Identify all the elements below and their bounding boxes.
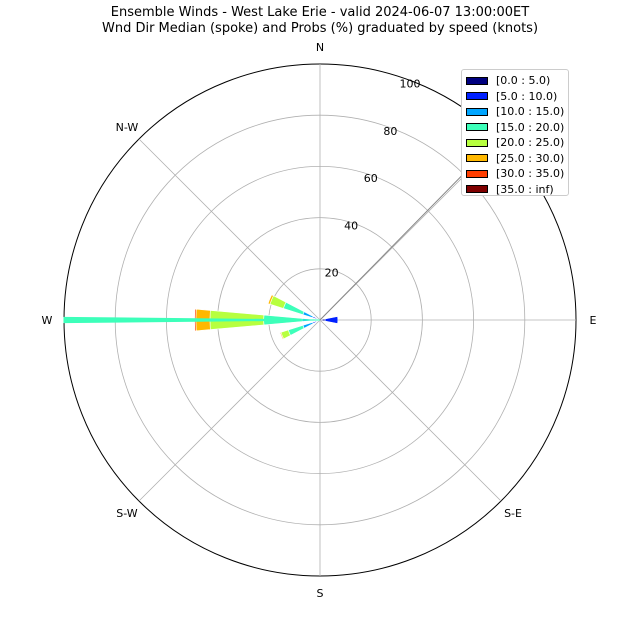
sector-90-bin-1	[324, 316, 339, 324]
legend-label: [25.0 : 30.0)	[496, 151, 565, 165]
direction-label-N-W: N-W	[116, 121, 139, 134]
legend-item: [10.0 : 15.0)	[466, 104, 568, 120]
sector-247.5-bin-6	[279, 332, 284, 340]
chart-title: Ensemble Winds - West Lake Erie - valid …	[0, 5, 640, 37]
direction-label-S-E: S-E	[504, 507, 522, 520]
sector-292.5-bin-2	[302, 311, 314, 319]
legend-item: [35.0 : inf)	[466, 182, 568, 198]
radial-tick-40: 40	[344, 219, 358, 232]
direction-label-E: E	[590, 314, 597, 327]
legend-label: [20.0 : 25.0)	[496, 136, 565, 150]
title-line-2: Wnd Dir Median (spoke) and Probs (%) gra…	[101, 21, 539, 36]
legend-label: [10.0 : 15.0)	[496, 105, 565, 119]
sector-292.5-bin-3	[283, 301, 305, 315]
sector-247.5-bin-3	[287, 325, 305, 336]
direction-label-S: S	[317, 587, 324, 600]
legend-label: [15.0 : 20.0)	[496, 120, 565, 134]
legend-swatch	[466, 107, 488, 116]
radial-tick-100: 100	[399, 77, 420, 90]
legend-swatch	[466, 76, 488, 85]
title-line-1: Ensemble Winds - West Lake Erie - valid …	[110, 5, 530, 20]
legend-swatch	[466, 123, 488, 132]
radial-tick-20: 20	[325, 267, 339, 280]
legend-label: [5.0 : 10.0)	[496, 89, 558, 103]
direction-label-W: W	[42, 314, 53, 327]
legend-item: [0.0 : 5.0)	[466, 73, 568, 89]
legend-item: [15.0 : 20.0)	[466, 120, 568, 136]
legend-label: [30.0 : 35.0)	[496, 167, 565, 181]
legend: [0.0 : 5.0) [5.0 : 10.0) [10.0 : 15.0) [15.…	[461, 69, 569, 196]
legend-item: [5.0 : 10.0)	[466, 89, 568, 105]
radial-tick-60: 60	[364, 172, 378, 185]
legend-item: [30.0 : 35.0)	[466, 166, 568, 182]
direction-label-S-W: S-W	[116, 507, 138, 520]
direction-label-N: N	[316, 41, 324, 54]
sector-292.5-bin-6	[267, 294, 273, 304]
legend-swatch	[466, 169, 488, 178]
sector-247.5-bin-2	[302, 321, 314, 329]
grid-spoke-S-W	[138, 319, 321, 502]
legend-swatch	[466, 92, 488, 101]
legend-label: [0.0 : 5.0)	[496, 74, 551, 88]
legend-label: [35.0 : inf)	[496, 182, 554, 196]
grid-spoke-S-E	[319, 319, 502, 502]
legend-item: [25.0 : 30.0)	[466, 151, 568, 167]
legend-swatch	[466, 154, 488, 163]
legend-swatch	[466, 138, 488, 147]
legend-item: [20.0 : 25.0)	[466, 135, 568, 151]
legend-swatch	[466, 185, 488, 194]
grid-spoke-N-W	[138, 138, 321, 321]
median-spoke-270	[63, 316, 321, 324]
radial-tick-80: 80	[383, 125, 397, 138]
